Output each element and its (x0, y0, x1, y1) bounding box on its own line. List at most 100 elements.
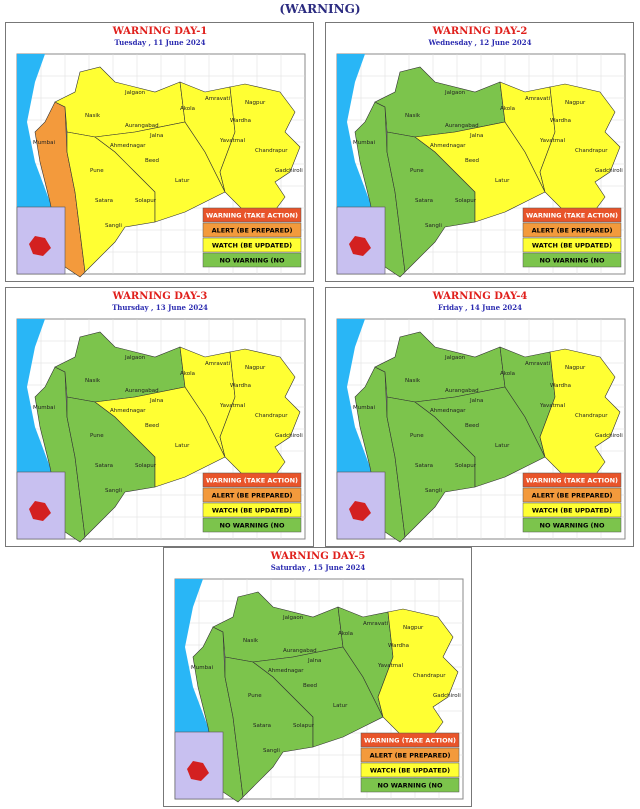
place-label: Jalna (469, 398, 483, 404)
panel-title: WARNING DAY-3 (112, 291, 208, 302)
legend-swatch (522, 517, 622, 533)
map-region (94, 386, 226, 488)
place-label: Nagpur (245, 100, 266, 106)
place-label: Akola (180, 106, 195, 112)
place-label: Latur (495, 178, 510, 184)
legend-label: WATCH (BE UPDATED) (532, 507, 612, 515)
inset-state (349, 236, 371, 256)
panel-date: Tuesday , 11 June 2024 (115, 38, 206, 47)
place-label: Mumbai (33, 405, 55, 411)
place-label: Pune (248, 693, 262, 699)
legend-label: WARNING (TAKE ACTION) (206, 477, 298, 485)
place-label: Beed (303, 683, 317, 689)
place-label: Ahmednagar (110, 408, 146, 414)
place-label: Ahmednagar (430, 408, 466, 414)
legend-label: ALERT (BE PREPARED) (532, 492, 613, 500)
place-label: Gadchiroli (275, 433, 303, 439)
panel-title: WARNING DAY-4 (432, 291, 528, 302)
place-label: Nagpur (245, 365, 266, 371)
place-label: Beed (465, 158, 479, 164)
legend-label: WATCH (BE UPDATED) (370, 767, 450, 775)
place-label: Nasik (243, 638, 259, 644)
place-label: Aurangabad (445, 388, 479, 394)
place-label: Akola (500, 106, 515, 112)
place-label: Sangli (425, 488, 442, 494)
legend-swatch (522, 487, 622, 503)
place-label: Satara (253, 723, 271, 729)
panel-title: WARNING DAY-2 (432, 26, 528, 37)
place-label: Sangli (425, 223, 442, 229)
place-label: Aurangabad (445, 123, 479, 129)
place-label: Aurangabad (125, 388, 159, 394)
legend-label: ALERT (BE PREPARED) (212, 227, 293, 235)
place-label: Nagpur (565, 365, 586, 371)
place-label: Mumbai (353, 140, 375, 146)
place-label: Wardha (550, 383, 571, 389)
legend-label: WATCH (BE UPDATED) (532, 242, 612, 250)
legend-swatch (522, 252, 622, 268)
legend-label: ALERT (BE PREPARED) (532, 227, 613, 235)
place-label: Pune (90, 168, 104, 174)
place-label: Satara (95, 463, 113, 469)
place-label: Satara (95, 198, 113, 204)
place-label: Solapur (455, 463, 477, 469)
place-label: Chandrapur (575, 413, 608, 419)
place-label: Mumbai (33, 140, 55, 146)
legend-swatch (202, 502, 302, 518)
place-label: Amravati (525, 96, 551, 102)
panel-title: WARNING DAY-5 (270, 551, 366, 562)
legend-label: WARNING (TAKE ACTION) (364, 737, 456, 745)
panel-title: WARNING DAY-1 (112, 26, 208, 37)
place-label: Gadchiroli (595, 433, 623, 439)
place-label: Jalgaon (124, 355, 146, 361)
legend-label: WATCH (BE UPDATED) (212, 242, 292, 250)
place-label: Yavatmal (219, 403, 245, 409)
place-label: Amravati (363, 621, 389, 627)
legend-swatch (522, 237, 622, 253)
inset-state (349, 501, 371, 521)
place-label: Beed (145, 423, 159, 429)
legend-label: ALERT (BE PREPARED) (212, 492, 293, 500)
map-region (94, 121, 226, 223)
place-label: Sangli (105, 488, 122, 494)
place-label: Nasik (405, 378, 421, 384)
place-label: Solapur (135, 463, 157, 469)
place-label: Pune (410, 433, 424, 439)
map-region (252, 646, 384, 748)
legend-label: NO WARNING (NO (220, 257, 285, 265)
legend-swatch (202, 472, 302, 488)
map-region (414, 121, 546, 223)
place-label: Chandrapur (575, 148, 608, 154)
place-label: Akola (180, 371, 195, 377)
legend-swatch (202, 517, 302, 533)
place-label: Jalgaon (282, 615, 304, 621)
panel-date: Wednesday , 12 June 2024 (428, 38, 532, 47)
legend-label: ALERT (BE PREPARED) (370, 752, 451, 760)
place-label: Mumbai (191, 665, 213, 671)
place-label: Pune (90, 433, 104, 439)
place-label: Wardha (388, 643, 409, 649)
map-region (219, 348, 301, 483)
place-label: Ahmednagar (430, 143, 466, 149)
page-title: (WARNING) (279, 2, 360, 16)
place-label: Wardha (230, 383, 251, 389)
place-label: Yavatmal (539, 403, 565, 409)
place-label: Jalgaon (444, 90, 466, 96)
panel-date: Thursday , 13 June 2024 (112, 303, 208, 312)
place-label: Yavatmal (219, 138, 245, 144)
place-label: Chandrapur (255, 413, 288, 419)
place-label: Nasik (405, 113, 421, 119)
place-label: Chandrapur (255, 148, 288, 154)
legend-label: NO WARNING (NO (540, 522, 605, 530)
legend-swatch (522, 472, 622, 488)
legend-swatch (202, 237, 302, 253)
place-label: Amravati (205, 96, 231, 102)
inset-state (29, 236, 51, 256)
place-label: Latur (175, 443, 190, 449)
place-label: Latur (495, 443, 510, 449)
map-region (219, 83, 301, 218)
place-label: Yavatmal (539, 138, 565, 144)
